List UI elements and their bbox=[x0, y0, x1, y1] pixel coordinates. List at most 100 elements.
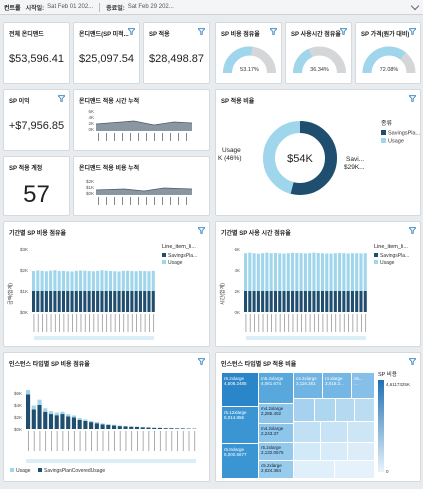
bar-secondary[interactable] bbox=[299, 253, 303, 291]
bar-primary[interactable] bbox=[316, 291, 320, 312]
bar-secondary[interactable] bbox=[355, 253, 359, 291]
bar-secondary[interactable] bbox=[66, 414, 71, 417]
bar-primary[interactable] bbox=[359, 291, 363, 312]
bar-primary[interactable] bbox=[143, 291, 147, 312]
treemap-cell[interactable] bbox=[222, 407, 258, 443]
bar-primary[interactable] bbox=[106, 424, 111, 429]
bar-primary[interactable] bbox=[265, 291, 269, 312]
bar-secondary[interactable] bbox=[26, 389, 31, 395]
bar-primary[interactable] bbox=[299, 291, 303, 312]
bar-primary[interactable] bbox=[66, 416, 71, 429]
treemap-cell[interactable] bbox=[294, 443, 320, 460]
treemap-cell[interactable] bbox=[321, 422, 347, 442]
bar-primary[interactable] bbox=[325, 291, 329, 312]
legend-label[interactable]: Usage bbox=[380, 260, 395, 266]
legend-label[interactable]: Usage bbox=[16, 468, 31, 474]
filter-icon[interactable] bbox=[198, 358, 205, 365]
bar-secondary[interactable] bbox=[325, 253, 329, 291]
bar-secondary[interactable] bbox=[113, 271, 117, 291]
bar-primary[interactable] bbox=[244, 291, 248, 312]
bar-primary[interactable] bbox=[261, 291, 265, 312]
bar-primary[interactable] bbox=[61, 291, 66, 312]
bar-primary[interactable] bbox=[83, 420, 88, 429]
bar-secondary[interactable] bbox=[77, 418, 82, 420]
bar-secondary[interactable] bbox=[273, 252, 278, 291]
bar-secondary[interactable] bbox=[31, 405, 36, 410]
bar-primary[interactable] bbox=[130, 291, 134, 312]
bar-primary[interactable] bbox=[44, 291, 48, 312]
bar-secondary[interactable] bbox=[83, 270, 87, 291]
bar-secondary[interactable] bbox=[71, 415, 76, 418]
bar-primary[interactable] bbox=[320, 291, 325, 312]
bar-secondary[interactable] bbox=[83, 419, 88, 421]
bar-secondary[interactable] bbox=[91, 271, 95, 291]
legend-gradient[interactable] bbox=[378, 380, 384, 472]
treemap-cell[interactable] bbox=[321, 443, 347, 460]
treemap-cell[interactable] bbox=[259, 373, 293, 403]
bar-primary[interactable] bbox=[60, 414, 65, 429]
bar-primary[interactable] bbox=[134, 426, 140, 429]
treemap-cell[interactable] bbox=[336, 399, 354, 421]
treemap-cell[interactable] bbox=[259, 443, 293, 460]
collapse-chevron-icon[interactable] bbox=[410, 1, 420, 11]
bar-primary[interactable] bbox=[333, 291, 337, 312]
bar-secondary[interactable] bbox=[87, 271, 91, 291]
bar-primary[interactable] bbox=[157, 427, 162, 429]
bar-primary[interactable] bbox=[140, 427, 145, 429]
bar-secondary[interactable] bbox=[147, 271, 151, 291]
bar-secondary[interactable] bbox=[117, 425, 122, 427]
bar-secondary[interactable] bbox=[123, 425, 128, 427]
treemap-cell[interactable] bbox=[294, 461, 334, 478]
bar-primary[interactable] bbox=[108, 291, 113, 312]
bar-primary[interactable] bbox=[252, 291, 256, 312]
bar-primary[interactable] bbox=[54, 415, 59, 429]
legend-label[interactable]: Usage bbox=[168, 260, 183, 266]
bar-secondary[interactable] bbox=[138, 270, 142, 291]
bar-primary[interactable] bbox=[40, 291, 44, 312]
bar-secondary[interactable] bbox=[129, 426, 134, 427]
bar-secondary[interactable] bbox=[96, 270, 100, 291]
bar-primary[interactable] bbox=[134, 291, 138, 312]
bar-primary[interactable] bbox=[48, 414, 54, 429]
bar-secondary[interactable] bbox=[329, 253, 333, 291]
bar-secondary[interactable] bbox=[100, 423, 105, 425]
bar-primary[interactable] bbox=[282, 291, 286, 312]
bar-secondary[interactable] bbox=[269, 253, 273, 291]
bar-secondary[interactable] bbox=[89, 420, 94, 423]
treemap-cell[interactable] bbox=[259, 461, 293, 478]
bar-secondary[interactable] bbox=[40, 270, 44, 291]
bar-secondary[interactable] bbox=[104, 270, 108, 291]
bar-primary[interactable] bbox=[32, 291, 36, 312]
treemap-cell[interactable] bbox=[294, 422, 320, 442]
treemap-cell[interactable] bbox=[348, 443, 374, 460]
bar-secondary[interactable] bbox=[265, 252, 269, 291]
bar-primary[interactable] bbox=[175, 428, 180, 429]
bar-primary[interactable] bbox=[79, 291, 83, 312]
bar-secondary[interactable] bbox=[49, 270, 53, 291]
legend-label[interactable]: SavingsPlanCoveredUsage bbox=[44, 468, 105, 474]
bar-secondary[interactable] bbox=[308, 253, 312, 291]
bar-primary[interactable] bbox=[91, 291, 95, 312]
bar-primary[interactable] bbox=[43, 411, 48, 429]
bar-primary[interactable] bbox=[350, 291, 354, 312]
bar-secondary[interactable] bbox=[303, 253, 307, 291]
treemap-cell[interactable] bbox=[222, 444, 258, 478]
bar-primary[interactable] bbox=[49, 291, 53, 312]
bar-secondary[interactable] bbox=[346, 253, 350, 291]
bar-secondary[interactable] bbox=[54, 412, 59, 416]
bar-secondary[interactable] bbox=[60, 411, 65, 415]
filter-icon[interactable] bbox=[409, 28, 416, 35]
bar-primary[interactable] bbox=[129, 426, 134, 429]
bar-secondary[interactable] bbox=[244, 253, 248, 291]
bar-secondary[interactable] bbox=[134, 271, 138, 291]
filter-icon[interactable] bbox=[58, 95, 65, 102]
bar-primary[interactable] bbox=[94, 423, 99, 429]
bar-primary[interactable] bbox=[312, 291, 316, 312]
bar-primary[interactable] bbox=[113, 291, 117, 312]
bar-secondary[interactable] bbox=[338, 252, 342, 291]
bar-secondary[interactable] bbox=[44, 271, 48, 291]
bar-primary[interactable] bbox=[117, 426, 122, 429]
bar-primary[interactable] bbox=[126, 291, 130, 312]
bar-secondary[interactable] bbox=[252, 253, 256, 291]
bar-secondary[interactable] bbox=[312, 252, 316, 291]
